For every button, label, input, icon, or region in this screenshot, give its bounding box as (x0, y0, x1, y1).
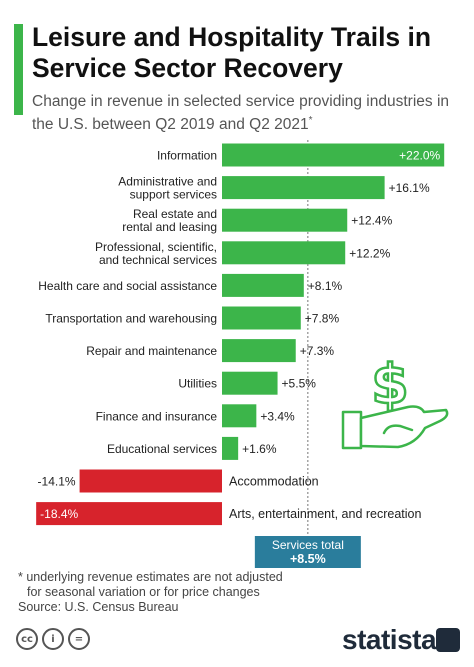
category-label: and technical services (99, 253, 217, 267)
data-label: +1.6% (242, 442, 277, 456)
bar (222, 208, 348, 232)
statista-logo-mark (436, 628, 460, 652)
category-label: support services (130, 188, 217, 202)
bar (79, 469, 222, 493)
services-total-value: +8.5% (290, 552, 326, 566)
category-label: Finance and insurance (96, 409, 218, 423)
category-label: Professional, scientific, (95, 240, 217, 254)
category-label: Information (157, 149, 217, 163)
category-label: Real estate and (133, 207, 217, 221)
data-label: +12.2% (349, 246, 390, 260)
data-label: +12.4% (351, 214, 392, 228)
subtitle-footnote-mark: * (308, 115, 313, 126)
hand-thumb (382, 424, 414, 435)
data-label: +5.5% (282, 377, 317, 391)
category-label: Accommodation (229, 475, 319, 489)
attribution-icon[interactable]: i (42, 628, 64, 650)
chart-subtitle: Change in revenue in selected service pr… (32, 92, 468, 134)
chart-title: Leisure and Hospitality Trails in Servic… (32, 22, 432, 83)
category-label: Arts, entertainment, and recreation (229, 507, 422, 521)
services-total-box (254, 536, 361, 568)
category-label: rental and leasing (122, 220, 217, 234)
title-accent-bar (14, 24, 23, 115)
no-derivatives-icon[interactable]: = (68, 628, 90, 650)
dollar-hand-icon: $ (341, 352, 449, 450)
hand-cuff (341, 410, 363, 450)
license-icons: cc i = (16, 628, 90, 650)
dollar-glyph: $ (371, 353, 409, 416)
category-label: Repair and maintenance (86, 344, 217, 358)
cc-license-icon[interactable]: cc (16, 628, 38, 650)
statista-logo[interactable]: statista (342, 624, 437, 655)
category-label: Educational services (107, 442, 217, 456)
bar (222, 404, 257, 428)
bar (222, 339, 296, 363)
data-label: -18.4% (40, 507, 78, 521)
data-label: +7.8% (305, 312, 340, 326)
bar (222, 273, 304, 297)
bar (36, 502, 222, 526)
data-label: -14.1% (38, 475, 76, 489)
data-label: +22.0% (399, 149, 440, 163)
footnote-line: * underlying revenue estimates are not a… (18, 570, 283, 584)
bar (222, 143, 445, 167)
bar (222, 241, 346, 265)
subtitle-text: Change in revenue in selected service pr… (32, 93, 450, 134)
bar (222, 371, 278, 395)
services-total-label: Services total (272, 538, 344, 552)
data-label: +7.3% (300, 344, 335, 358)
footnote-line: for seasonal variation or for price chan… (27, 585, 260, 599)
data-label: +8.1% (308, 279, 343, 293)
bar (222, 436, 239, 460)
bar (222, 306, 301, 330)
data-label: +3.4% (260, 409, 295, 423)
source-note: Source: U.S. Census Bureau (18, 600, 179, 614)
footnote: * underlying revenue estimates are not a… (18, 570, 283, 615)
category-label: Health care and social assistance (38, 279, 217, 293)
category-label: Administrative and (118, 175, 217, 189)
data-label: +16.1% (389, 181, 430, 195)
category-label: Transportation and warehousing (45, 312, 217, 326)
bar (222, 176, 385, 200)
category-label: Utilities (178, 377, 217, 391)
